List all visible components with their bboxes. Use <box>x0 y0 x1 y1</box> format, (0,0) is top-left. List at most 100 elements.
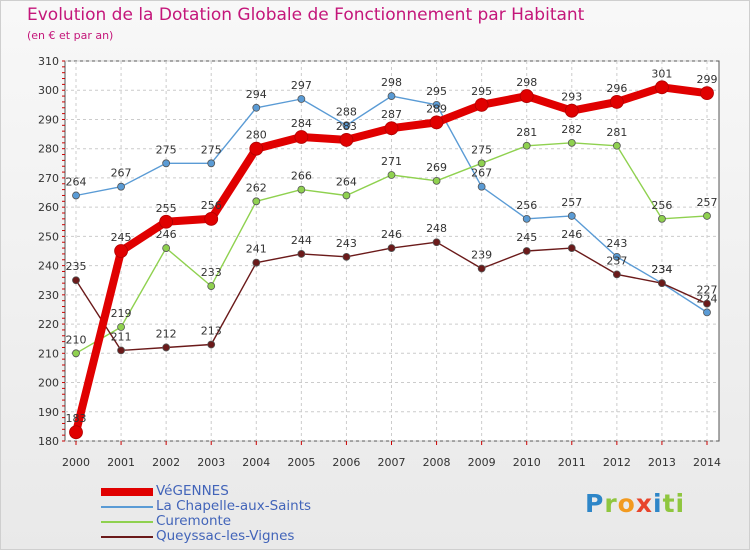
data-label: 255 <box>156 202 177 215</box>
x-tick-label: 2004 <box>242 456 270 469</box>
data-label: 287 <box>381 108 402 121</box>
data-label: 227 <box>697 284 718 297</box>
data-point <box>162 343 171 352</box>
data-point <box>612 141 621 150</box>
data-point <box>387 244 396 252</box>
data-point <box>703 212 711 220</box>
data-point <box>700 86 714 101</box>
x-tick-label: 2012 <box>603 456 631 469</box>
data-point <box>522 247 531 255</box>
y-tick-label: 310 <box>38 55 59 68</box>
logo-letter: i <box>653 489 663 518</box>
data-label: 211 <box>111 330 132 343</box>
data-point <box>252 197 261 206</box>
data-label: 288 <box>336 105 357 118</box>
data-label: 293 <box>561 91 582 104</box>
data-point <box>297 185 306 194</box>
data-label: 257 <box>561 196 582 209</box>
data-point <box>432 176 441 185</box>
data-point <box>429 115 444 130</box>
chart-title: Evolution de la Dotation Globale de Fonc… <box>27 5 585 25</box>
data-point <box>162 159 171 168</box>
data-label: 183 <box>66 412 87 425</box>
data-label: 266 <box>291 170 312 183</box>
data-point <box>474 97 489 112</box>
data-label: 256 <box>201 199 222 212</box>
data-label: 246 <box>561 228 582 241</box>
data-point <box>658 279 666 288</box>
data-label: 269 <box>426 161 447 174</box>
y-tick-label: 290 <box>38 113 59 126</box>
data-point <box>342 121 351 130</box>
data-label: 280 <box>246 129 267 142</box>
data-point <box>567 138 576 147</box>
data-point <box>297 250 306 258</box>
data-label: 275 <box>201 143 222 156</box>
data-label: 298 <box>381 76 402 89</box>
data-point <box>567 212 576 220</box>
data-label: 237 <box>606 254 627 267</box>
data-point <box>72 349 80 358</box>
data-point <box>567 244 576 252</box>
data-point <box>522 141 531 150</box>
legend-swatch <box>101 536 153 538</box>
data-label: 246 <box>156 228 177 241</box>
data-point <box>703 299 711 308</box>
data-label: 239 <box>471 249 492 262</box>
data-label: 219 <box>111 307 132 320</box>
x-tick-label: 2003 <box>197 456 225 469</box>
data-point <box>522 214 531 223</box>
y-tick-label: 230 <box>38 289 59 302</box>
data-label: 295 <box>426 85 447 98</box>
legend-swatch <box>101 488 153 496</box>
data-point <box>117 182 125 191</box>
x-tick-label: 2006 <box>332 456 360 469</box>
y-tick-label: 300 <box>38 84 59 97</box>
data-label: 282 <box>561 123 582 136</box>
data-point <box>519 89 534 103</box>
data-point <box>477 264 486 273</box>
data-label: 264 <box>66 175 87 188</box>
data-point <box>339 133 354 147</box>
data-label: 245 <box>111 231 132 244</box>
legend-swatch <box>101 506 153 508</box>
data-point <box>204 211 219 226</box>
data-point <box>432 238 441 247</box>
y-tick-label: 280 <box>38 143 59 156</box>
data-point <box>117 346 125 355</box>
chart-subtitle: (en € et par an) <box>27 29 114 42</box>
data-point <box>207 282 216 290</box>
data-point <box>159 214 174 229</box>
data-label: 243 <box>336 237 357 250</box>
data-point <box>207 340 216 349</box>
data-label: 234 <box>651 263 672 276</box>
legend-label: La Chapelle-aux-Saints <box>156 498 312 514</box>
x-tick-label: 2009 <box>468 456 496 469</box>
data-label: 245 <box>516 231 537 244</box>
data-label: 235 <box>66 260 87 273</box>
data-label: 281 <box>606 126 627 139</box>
data-point <box>477 182 486 191</box>
data-point <box>384 121 399 136</box>
data-point <box>387 171 396 179</box>
data-label: 295 <box>471 85 492 98</box>
data-point <box>655 80 669 95</box>
data-label: 297 <box>291 79 312 92</box>
data-point <box>432 100 441 109</box>
data-point <box>612 252 621 261</box>
data-label: 294 <box>246 88 267 101</box>
data-label: 244 <box>291 234 312 247</box>
data-label: 284 <box>291 117 312 130</box>
data-point <box>72 191 80 200</box>
data-label: 283 <box>336 120 357 133</box>
y-tick-label: 200 <box>38 377 59 390</box>
data-point <box>387 92 396 100</box>
logo-letter: r <box>604 489 618 518</box>
data-point <box>162 244 171 252</box>
data-label: 241 <box>246 243 267 256</box>
data-label: 243 <box>606 237 627 250</box>
data-label: 246 <box>381 228 402 241</box>
data-label: 256 <box>651 199 672 212</box>
